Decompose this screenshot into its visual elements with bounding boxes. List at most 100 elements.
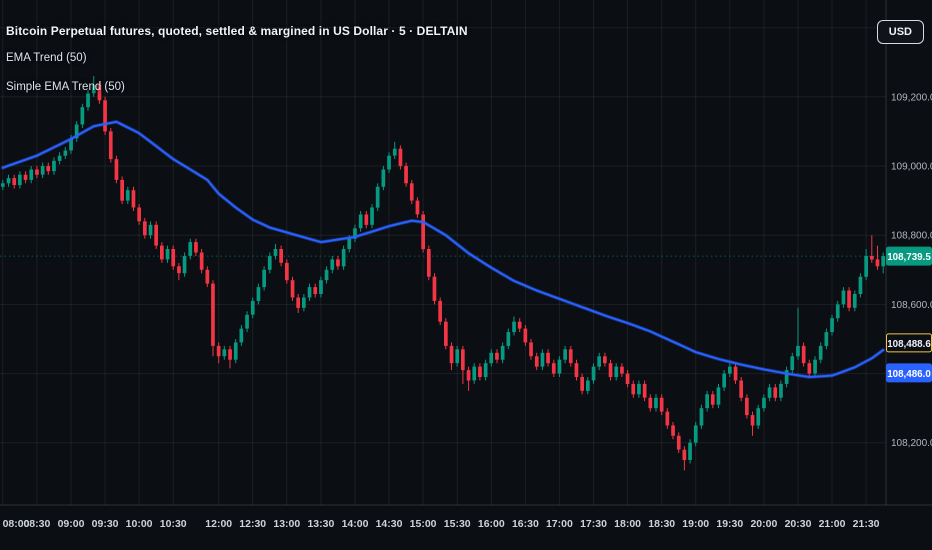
candle-body xyxy=(466,370,471,381)
time-axis-label[interactable]: 20:30 xyxy=(785,518,812,530)
time-axis-label[interactable]: 09:00 xyxy=(58,518,85,530)
price-axis-label[interactable]: 109,000.0 xyxy=(891,162,932,173)
candle-body xyxy=(194,242,198,253)
candle-body xyxy=(659,397,664,412)
candle-body xyxy=(69,138,73,151)
candle-body xyxy=(881,256,885,267)
candle-body xyxy=(710,394,715,405)
candle-body xyxy=(523,328,528,343)
candle-body xyxy=(12,178,17,185)
time-axis-label[interactable]: 14:30 xyxy=(376,518,403,530)
candle-body xyxy=(262,269,266,288)
candle-body xyxy=(279,249,283,263)
candle-body xyxy=(427,249,431,277)
candle-body xyxy=(540,352,545,367)
candle-body xyxy=(835,304,840,319)
candle-body xyxy=(534,356,539,367)
candle-body xyxy=(6,178,11,184)
time-axis-label[interactable]: 19:30 xyxy=(716,518,743,530)
candle-body xyxy=(722,373,726,388)
time-axis-label[interactable]: 10:00 xyxy=(126,518,153,530)
candle-body xyxy=(398,148,403,166)
candle-body xyxy=(517,321,522,329)
candle-body xyxy=(563,349,567,360)
candle-body xyxy=(438,300,442,322)
candle-body xyxy=(568,349,573,364)
candle-body xyxy=(302,297,306,308)
time-axis-label[interactable]: 08:30 xyxy=(23,518,50,530)
candle-body xyxy=(205,269,210,284)
time-axis-label[interactable]: 16:30 xyxy=(512,518,539,530)
candle-body xyxy=(444,321,448,346)
candle-body xyxy=(330,259,335,270)
time-axis-label[interactable]: 12:00 xyxy=(205,518,232,530)
candle-body xyxy=(319,280,323,294)
time-axis-label[interactable]: 16:00 xyxy=(478,518,505,530)
candle-body xyxy=(125,190,130,201)
candle-body xyxy=(154,224,158,246)
candle-body xyxy=(671,425,675,436)
time-axis-label[interactable]: 13:00 xyxy=(273,518,300,530)
time-axis-label[interactable]: 17:30 xyxy=(580,518,607,530)
candle-body xyxy=(489,352,494,364)
candle-body xyxy=(483,363,488,377)
time-axis-label[interactable]: 20:00 xyxy=(750,518,777,530)
candle-body xyxy=(796,345,800,357)
candle-body xyxy=(728,366,732,374)
time-axis-label[interactable]: 18:30 xyxy=(648,518,675,530)
candle-body xyxy=(160,245,164,260)
time-axis-label[interactable]: 17:00 xyxy=(546,518,573,530)
candle-body xyxy=(586,380,590,391)
time-axis-label[interactable]: 15:00 xyxy=(410,518,437,530)
candle-body xyxy=(688,442,692,460)
candle-body xyxy=(324,269,329,281)
candle-body xyxy=(824,332,829,346)
time-axis-label[interactable]: 13:30 xyxy=(307,518,334,530)
time-axis-label[interactable]: 18:00 xyxy=(614,518,641,530)
candle-body xyxy=(370,207,374,225)
candle-body xyxy=(364,214,369,225)
alert-price-badge-text: 108,488.6 xyxy=(887,339,931,350)
price-axis-label[interactable]: 108,200.0 xyxy=(891,438,932,449)
price-axis-label[interactable]: 108,800.0 xyxy=(891,231,932,242)
candle-body xyxy=(23,174,28,180)
time-axis-label[interactable]: 08:00 xyxy=(3,518,30,530)
currency-toggle-button[interactable]: USD xyxy=(876,20,924,44)
price-axis-label[interactable]: 109,200.0 xyxy=(891,92,932,103)
symbol-title[interactable]: Bitcoin Perpetual futures, quoted, settl… xyxy=(6,24,468,38)
time-axis-label[interactable]: 14:00 xyxy=(342,518,369,530)
candle-body xyxy=(171,249,176,267)
candle-body xyxy=(222,349,227,357)
price-axis-label[interactable]: 108,600.0 xyxy=(891,300,932,311)
candle-body xyxy=(512,321,516,333)
candle-body xyxy=(546,352,550,364)
candle-body xyxy=(296,297,300,308)
time-axis-label[interactable]: 21:00 xyxy=(819,518,846,530)
candle-body xyxy=(875,259,880,267)
candle-body xyxy=(767,387,772,398)
time-axis-label[interactable]: 19:00 xyxy=(682,518,709,530)
candle-body xyxy=(40,166,45,175)
time-axis-label[interactable]: 09:30 xyxy=(92,518,119,530)
time-axis-label[interactable]: 10:30 xyxy=(160,518,187,530)
time-axis-label[interactable]: 12:30 xyxy=(239,518,266,530)
candle-body xyxy=(557,359,562,374)
candle-body xyxy=(143,221,147,236)
candle-body xyxy=(199,252,204,270)
candle-body xyxy=(57,155,62,161)
candle-body xyxy=(182,256,187,274)
candle-body xyxy=(642,383,647,398)
ema-trend-line xyxy=(1,120,885,378)
ema-value-badge-text: 108,486.0 xyxy=(887,369,931,380)
indicator-simple-ema-trend[interactable]: Simple EMA Trend (50) xyxy=(6,81,125,93)
candle-body xyxy=(739,380,743,398)
indicator-ema-trend[interactable]: EMA Trend (50) xyxy=(6,52,87,64)
candle-body xyxy=(103,100,107,132)
time-axis-label[interactable]: 21:30 xyxy=(853,518,880,530)
time-axis-label[interactable]: 15:30 xyxy=(444,518,471,530)
candle-body xyxy=(290,280,295,298)
candle-body xyxy=(341,249,346,267)
candle-body xyxy=(74,124,79,139)
